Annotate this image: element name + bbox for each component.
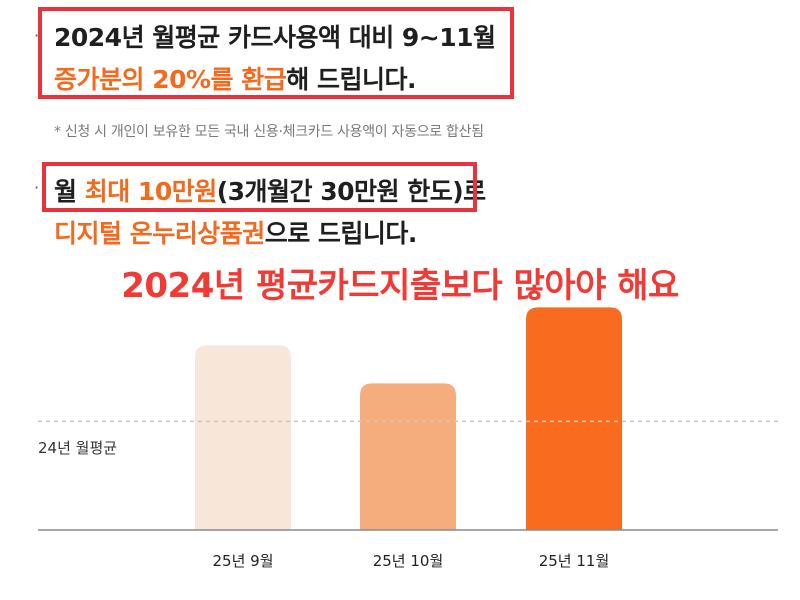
bullet-marker: · [34,26,40,45]
refund-info-line1-text: 2024년 월평균 카드사용액 대비 9~11월 [54,23,496,52]
voucher-max-amount: 최대 10만원 [84,177,218,206]
bar-chart [38,307,778,531]
bar [526,307,622,530]
reference-label: 24년 월평균 [38,439,118,458]
voucher-info-line1: 월 최대 10만원(3개월간 30만원 한도)로 [54,172,486,208]
bar [360,383,456,530]
footnote: * 신청 시 개인이 보유한 모든 국내 신용·체크카드 사용액이 자동으로 합… [54,124,484,140]
bullet-marker: · [34,178,40,197]
x-tick-label: 25년 10월 [372,552,444,570]
voucher-prefix: 월 [54,177,85,206]
voucher-limit: (3개월간 30만원 한도) [216,177,464,206]
x-tick-label: 25년 9월 [212,552,274,570]
bar [195,345,291,530]
highlight-box-refund [38,7,514,99]
refund-info-line1: 2024년 월평균 카드사용액 대비 9~11월 [54,18,496,54]
voucher-info-line2: 디지털 온누리상품권으로 드립니다. [54,214,417,250]
refund-info-line2: 증가분의 20%를 환급해 드립니다. [54,60,416,96]
x-tick-label: 25년 11월 [538,552,610,570]
chart-headline: 2024년 평균카드지출보다 많아야 해요 [121,266,679,306]
voucher-type: 디지털 온누리상품권 [54,219,265,248]
voucher-info-line2-rest: 으로 드립니다. [264,219,418,248]
refund-info-line2-rest: 해 드립니다. [286,65,416,94]
highlight-box-limit [42,162,477,212]
refund-highlight: 증가분의 20%를 환급 [54,65,287,94]
